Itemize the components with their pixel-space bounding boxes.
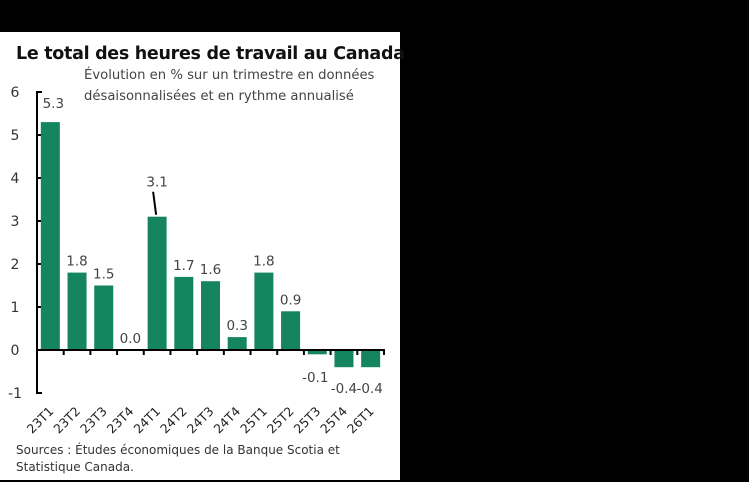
data-label: 1.7 (173, 258, 194, 274)
bar (201, 281, 220, 350)
chart-panel: Le total des heures de travail au Canada… (0, 32, 405, 480)
data-label: 3.1 (146, 175, 167, 191)
subtitle-line: désaisonnalisées et en rythme annualisé (84, 88, 354, 104)
x-tick-label: 23T2 (50, 404, 83, 437)
y-tick-label: 6 (11, 85, 20, 101)
x-tick-label: 24T1 (130, 404, 163, 437)
x-tick-label: 25T2 (264, 404, 297, 437)
y-tick-label: 3 (11, 214, 20, 230)
bar (334, 350, 354, 368)
bar (281, 311, 301, 350)
data-label: 0.0 (120, 331, 141, 347)
bar (40, 122, 60, 350)
x-tick-label: 23T1 (24, 404, 57, 437)
y-tick-label: 0 (11, 343, 20, 359)
leader-line (152, 191, 158, 215)
bar (94, 285, 114, 350)
x-tick-label: 23T4 (104, 403, 137, 436)
bar (254, 272, 274, 350)
source-note: Sources : Études économiques de la Banqu… (16, 442, 356, 476)
y-tick-label: 1 (11, 300, 20, 316)
data-label: 5.3 (43, 96, 64, 112)
bar (174, 276, 194, 350)
data-label: 1.6 (200, 262, 221, 278)
bar (361, 350, 381, 368)
x-tick-label: 25T3 (291, 404, 324, 437)
bars: 5.31.81.50.03.11.7 1.60.31.80.9-0.1-0.4 -0… (40, 96, 383, 397)
bar (67, 272, 87, 350)
chart-title: Le total des heures de travail au Canada (16, 44, 405, 64)
y-tick-label: -1 (8, 386, 22, 402)
x-tick-label: 25T1 (237, 404, 270, 437)
y-tick-label: 5 (11, 128, 20, 144)
bar (227, 337, 247, 350)
x-tick-label: 23T3 (77, 404, 110, 437)
data-label: -0.4 (331, 381, 357, 397)
bar (307, 350, 327, 355)
data-label: 1.5 (93, 267, 114, 283)
x-tick-label: 24T4 (210, 403, 243, 436)
x-tick-label: 24T2 (157, 404, 190, 437)
data-label: 1.8 (66, 254, 87, 270)
x-tick-label: 24T3 (184, 404, 217, 437)
y-tick-label: 4 (11, 171, 20, 187)
source-line-2: Statistique Canada. (16, 460, 134, 474)
bar (147, 216, 167, 350)
bar-chart: Évolution en % sur un trimestre en donné… (8, 66, 385, 437)
data-label: -0.1 (302, 370, 328, 386)
data-label: 0.9 (280, 292, 301, 308)
source-line-1: Sources : Études économiques de la Banqu… (16, 443, 340, 457)
data-label: -0.4 (356, 381, 382, 397)
data-label: 1.8 (253, 254, 274, 270)
data-label: 0.3 (226, 318, 247, 334)
y-tick-label: 2 (11, 257, 20, 273)
x-tick-label: 25T4 (317, 403, 350, 436)
chart-subtitle: Évolution en % sur un trimestre en donné… (84, 66, 375, 104)
x-tick-label: 26T1 (344, 404, 377, 437)
y-axis: -1 0 1 2 3 4 5 6 (8, 85, 42, 402)
subtitle-line: Évolution en % sur un trimestre en donné… (84, 66, 375, 83)
